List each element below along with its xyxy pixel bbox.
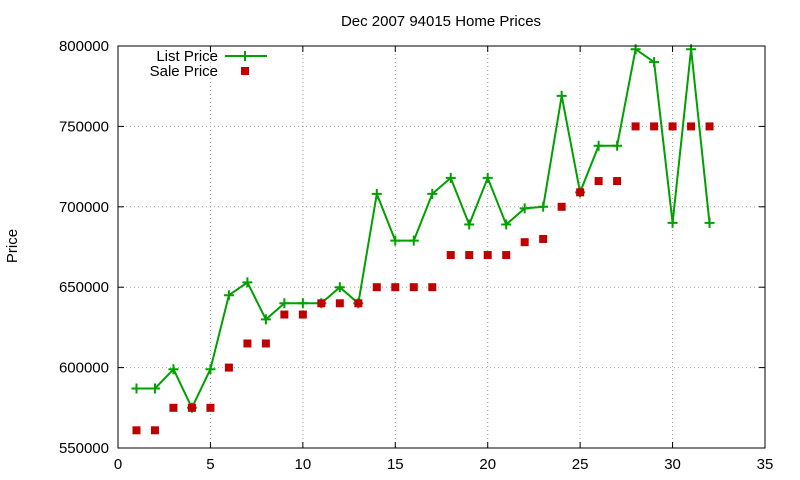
x-tick-label: 0 xyxy=(114,456,122,473)
chart-title: Dec 2007 94015 Home Prices xyxy=(341,13,541,30)
point-sale-price xyxy=(243,339,252,348)
point-list-price xyxy=(501,219,512,230)
plot-frame xyxy=(117,45,766,449)
legend-label-list-price: List Price xyxy=(156,48,218,65)
point-list-price xyxy=(371,188,382,199)
point-list-price xyxy=(519,203,530,214)
y-tick-label: 550000 xyxy=(59,440,109,457)
point-sale-price xyxy=(132,426,141,435)
point-sale-price xyxy=(335,299,344,308)
legend-marker-sale-price xyxy=(241,67,249,75)
grid-lines xyxy=(118,46,765,448)
point-list-price xyxy=(649,57,660,68)
point-sale-price xyxy=(483,251,492,260)
point-sale-price xyxy=(150,426,159,435)
point-sale-price xyxy=(613,177,622,186)
point-list-price xyxy=(408,235,419,246)
x-tick-label: 15 xyxy=(387,456,404,473)
point-list-price xyxy=(297,298,308,309)
point-sale-price xyxy=(631,122,640,131)
point-sale-price xyxy=(668,122,677,131)
point-list-price xyxy=(482,172,493,183)
point-sale-price xyxy=(206,403,215,412)
axis-ticks: 0 5 10 15 20 25 30 35 550000 600000 650000 700000 75… xyxy=(59,38,773,473)
point-sale-price xyxy=(354,299,363,308)
point-list-price xyxy=(334,282,345,293)
y-axis-label: Price xyxy=(4,229,21,263)
point-sale-price xyxy=(372,283,381,292)
point-list-price xyxy=(223,290,234,301)
point-list-price xyxy=(168,364,179,375)
point-list-price xyxy=(427,188,438,199)
series-line-list-price xyxy=(136,47,711,411)
point-list-price xyxy=(279,298,290,309)
point-sale-price xyxy=(409,283,418,292)
point-sale-price xyxy=(502,251,511,260)
point-sale-price xyxy=(261,339,270,348)
point-sale-price xyxy=(576,188,585,197)
point-list-price xyxy=(704,217,715,228)
y-tick-label: 700000 xyxy=(59,199,109,216)
point-sale-price xyxy=(169,403,178,412)
point-sale-price xyxy=(705,122,714,131)
point-sale-price xyxy=(687,122,696,131)
point-sale-price xyxy=(187,403,196,412)
point-sale-price xyxy=(428,283,437,292)
point-list-price xyxy=(612,140,623,151)
point-list-price xyxy=(260,314,271,325)
x-tick-label: 35 xyxy=(757,456,774,473)
y-tick-label: 650000 xyxy=(59,279,109,296)
point-list-price xyxy=(556,90,567,101)
point-sale-price xyxy=(298,310,307,319)
point-sale-price xyxy=(224,363,233,372)
point-list-price xyxy=(464,219,475,230)
point-list-price xyxy=(667,217,678,228)
x-tick-label: 30 xyxy=(664,456,681,473)
series-layer xyxy=(131,44,715,435)
point-sale-price xyxy=(391,283,400,292)
point-list-price xyxy=(445,172,456,183)
point-sale-price xyxy=(557,202,566,211)
point-list-price xyxy=(538,201,549,212)
point-sale-price xyxy=(317,299,326,308)
legend-marker-list-price xyxy=(240,51,250,61)
y-tick-label: 600000 xyxy=(59,360,109,377)
y-tick-label: 800000 xyxy=(59,38,109,55)
point-sale-price xyxy=(594,177,603,186)
point-list-price xyxy=(593,140,604,151)
x-tick-label: 20 xyxy=(479,456,496,473)
point-list-price xyxy=(205,364,216,375)
x-tick-label: 25 xyxy=(572,456,589,473)
point-sale-price xyxy=(465,251,474,260)
point-sale-price xyxy=(280,310,289,319)
legend-label-sale-price: Sale Price xyxy=(150,63,218,80)
point-sale-price xyxy=(520,238,529,247)
legend: List Price Sale Price xyxy=(150,48,267,80)
point-list-price xyxy=(131,383,142,394)
point-sale-price xyxy=(650,122,659,131)
point-list-price xyxy=(149,383,160,394)
point-list-price xyxy=(242,277,253,288)
point-sale-price xyxy=(446,251,455,260)
point-sale-price xyxy=(539,234,548,243)
x-tick-label: 5 xyxy=(206,456,214,473)
x-tick-label: 10 xyxy=(295,456,312,473)
point-list-price xyxy=(390,235,401,246)
y-tick-label: 750000 xyxy=(59,118,109,135)
